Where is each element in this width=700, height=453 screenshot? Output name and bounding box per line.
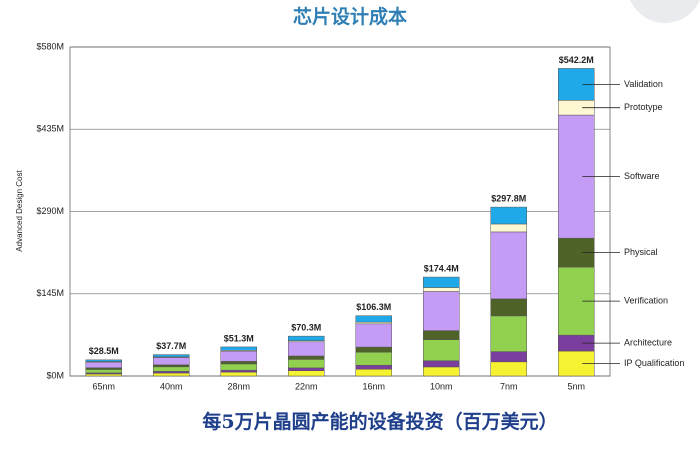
bar-segment [153, 372, 190, 377]
bar-segment [355, 321, 392, 325]
total-label: $28.5M [89, 346, 119, 356]
bar-segment [153, 366, 190, 372]
bar-segment [153, 357, 190, 366]
bar-segment [288, 370, 325, 377]
bar-segment [355, 315, 392, 323]
bar-segment [220, 350, 257, 362]
bar-segment [153, 364, 190, 368]
x-tick-label: 28nm [227, 381, 250, 391]
total-label: $542.2M [559, 55, 594, 65]
bar-segment [423, 339, 460, 361]
x-tick-label: 65nm [92, 381, 115, 391]
y-axis-label: Advanced Design Cost [15, 170, 24, 252]
legend-label: IP Qualification [624, 358, 684, 368]
x-tick-label: 40nm [160, 381, 183, 391]
total-label: $106.3M [356, 302, 391, 312]
bar-segment [355, 323, 392, 348]
bar-segment [85, 373, 122, 377]
bar-segment [423, 276, 460, 288]
bar-segment [490, 223, 527, 233]
bar-segment [355, 351, 392, 366]
decoration [630, 0, 700, 23]
caption: 每5万片晶圆产能的设备投资（百万美元） [202, 410, 557, 433]
bar-segment [423, 291, 460, 331]
chart-title: 芯片设计成本 [293, 5, 407, 28]
plot-frame [69, 46, 611, 377]
legend-label: Architecture [624, 337, 672, 347]
bar-segment [558, 237, 595, 268]
bar-segment [490, 361, 527, 377]
legend-label: Prototype [624, 102, 663, 112]
bar-segment [220, 346, 257, 351]
legend-label: Validation [624, 79, 663, 89]
total-label: $297.8M [491, 193, 526, 203]
y-tick-label: $435M [36, 124, 64, 134]
bar-segment [490, 315, 527, 352]
bar-segment [355, 346, 392, 353]
bar-segment [85, 367, 122, 370]
x-tick-label: 16nm [362, 381, 385, 391]
total-label: $174.4M [424, 263, 459, 273]
bar-segment [288, 341, 325, 357]
y-tick-label: $580M [36, 41, 64, 51]
x-tick-label: 7nm [500, 381, 518, 391]
legend-label: Verification [624, 295, 668, 305]
bar-segment [490, 351, 527, 363]
bar-segment [423, 366, 460, 377]
legend-label: Software [624, 171, 660, 181]
bar-segment [490, 206, 527, 225]
total-label: $37.7M [156, 341, 186, 351]
bar-segment [85, 359, 122, 362]
bar-segment [490, 231, 527, 300]
bar-segment [288, 355, 325, 360]
bar-segment [355, 364, 392, 370]
bar-segment [85, 361, 122, 369]
bar-segment [355, 368, 392, 377]
bar-segment [153, 354, 190, 358]
bar-segment [220, 369, 257, 373]
y-tick-label: $145M [36, 288, 64, 298]
x-tick-label: 10nm [430, 381, 453, 391]
bar-segment [423, 330, 460, 340]
bar-segment [85, 369, 122, 374]
bar-segment [288, 367, 325, 371]
bar-segment [423, 360, 460, 368]
bar-segment [153, 371, 190, 374]
total-label: $70.3M [291, 322, 321, 332]
x-tick-label: 5nm [567, 381, 585, 391]
bar-segment [288, 335, 325, 341]
bar-segment [288, 359, 325, 369]
bar-segment [490, 298, 527, 317]
bar-segment [220, 363, 257, 371]
bar-segment [423, 287, 460, 292]
y-tick-label: $290M [36, 206, 64, 216]
bar-segment [220, 371, 257, 377]
x-tick-label: 22nm [295, 381, 318, 391]
legend-label: Physical [624, 247, 658, 257]
bar-segment [220, 361, 257, 365]
y-tick-label: $0M [46, 370, 64, 380]
total-label: $51.3M [224, 333, 254, 343]
